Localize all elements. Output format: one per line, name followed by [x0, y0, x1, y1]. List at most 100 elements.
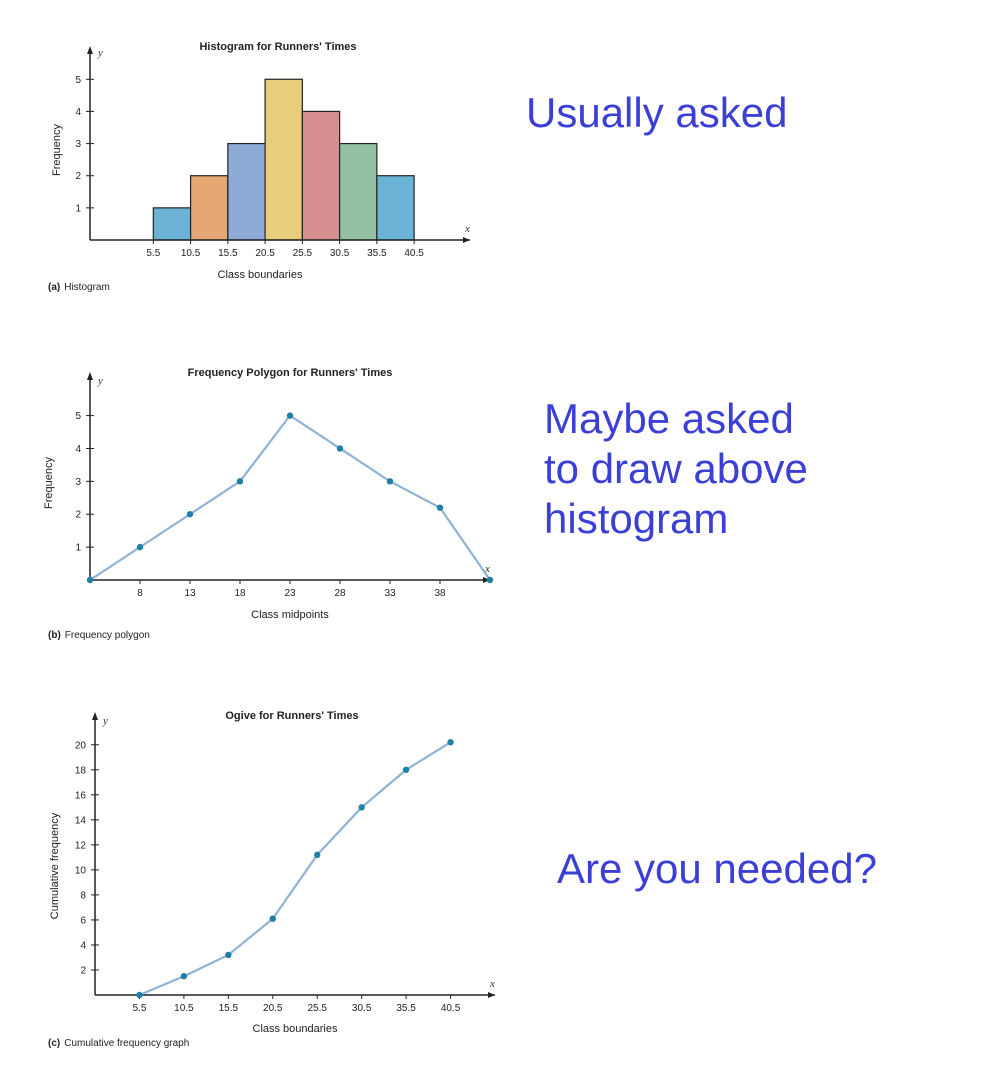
- data-point: [136, 543, 144, 551]
- x-tick-label: 23: [284, 588, 296, 599]
- x-tick-label: 15.5: [219, 1003, 239, 1014]
- data-point: [336, 445, 344, 452]
- x-tick-label: 10.5: [181, 248, 201, 259]
- x-tick-label: 40.5: [404, 248, 424, 259]
- data-point: [436, 504, 444, 511]
- x-tick-label: 15.5: [218, 248, 238, 259]
- note-maybe-asked: Maybe asked to draw above histogram: [544, 395, 808, 542]
- y-tick-label: 1: [75, 543, 81, 554]
- note-are-you-needed: Are you needed?: [557, 845, 877, 892]
- x-tick-label: 40.5: [441, 1003, 461, 1014]
- series-line: [89, 414, 491, 581]
- data-point: [447, 739, 454, 746]
- y-tick-label: 10: [75, 865, 87, 876]
- data-point: [225, 951, 232, 959]
- series-line: [139, 741, 452, 997]
- chart-2: Frequency Polygon for Runners' Times x y 1 2…: [43, 367, 494, 641]
- data-point: [358, 804, 365, 811]
- figure-caption: (b) Frequency polygon: [48, 630, 150, 641]
- data-point: [314, 851, 321, 859]
- caption-text: Histogram: [64, 282, 110, 293]
- chart-1: Histogram for Runners' Times x y 1 2 3 4 5 5.5 10…: [48, 41, 470, 293]
- x-axis-arrow-icon: [488, 992, 495, 998]
- chart-title: Frequency Polygon for Runners' Times: [188, 367, 393, 379]
- caption-letter: (c): [48, 1038, 60, 1049]
- data-point: [286, 412, 294, 419]
- histogram-bar: [376, 175, 415, 241]
- x-tick-label: 5.5: [146, 248, 160, 259]
- x-axis-label: Class boundaries: [218, 269, 303, 281]
- x-tick-label: 30.5: [330, 248, 350, 259]
- y-tick-label: 16: [75, 790, 87, 801]
- y-axis-arrow-icon: [87, 46, 93, 54]
- x-tick-label: 5.5: [132, 1003, 146, 1014]
- y-tick-label: 5: [75, 75, 81, 86]
- x-tick-label: 28: [334, 588, 346, 599]
- y-axis-letter: y: [97, 375, 103, 387]
- y-tick-label: 4: [75, 444, 81, 455]
- histogram-bar: [189, 175, 229, 241]
- y-tick-label: 20: [75, 740, 87, 751]
- y-axis-label: Cumulative frequency: [49, 812, 61, 919]
- figure-caption: (c) Cumulative frequency graph: [48, 1038, 189, 1049]
- x-tick-label: 20.5: [263, 1003, 283, 1014]
- figure-caption: (a) Histogram: [48, 282, 110, 293]
- y-axis-letter: y: [102, 715, 108, 727]
- x-tick-label: 35.5: [396, 1003, 416, 1014]
- caption-text: Cumulative frequency graph: [64, 1038, 189, 1049]
- x-axis-letter: x: [484, 563, 490, 575]
- data-point: [186, 511, 194, 518]
- caption-text: Frequency polygon: [65, 630, 150, 641]
- x-tick-label: 38: [434, 588, 446, 599]
- y-tick-label: 14: [75, 815, 87, 826]
- y-axis-label: Frequency: [51, 124, 63, 176]
- x-tick-label: 13: [184, 588, 196, 599]
- x-tick-label: 18: [234, 588, 246, 599]
- x-axis-label: Class boundaries: [253, 1023, 338, 1035]
- data-point: [136, 991, 143, 999]
- x-tick-label: 30.5: [352, 1003, 372, 1014]
- x-tick-label: 33: [384, 588, 396, 599]
- y-tick-label: 3: [75, 477, 81, 488]
- y-tick-label: 4: [75, 107, 81, 118]
- x-tick-label: 35.5: [367, 248, 387, 259]
- x-tick-label: 25.5: [293, 248, 313, 259]
- y-tick-label: 3: [75, 139, 81, 150]
- histogram-bar: [227, 142, 266, 241]
- chart-title: Ogive for Runners' Times: [225, 710, 358, 722]
- x-axis-arrow-icon: [483, 577, 490, 583]
- data-point: [86, 576, 94, 584]
- y-tick-label: 18: [75, 765, 87, 776]
- x-axis-arrow-icon: [463, 237, 470, 243]
- x-tick-label: 20.5: [255, 248, 275, 259]
- y-tick-label: 6: [80, 915, 86, 926]
- y-axis-arrow-icon: [92, 712, 98, 720]
- y-tick-label: 12: [75, 840, 87, 851]
- data-point: [236, 478, 244, 485]
- y-tick-label: 1: [75, 203, 81, 214]
- y-tick-label: 2: [80, 965, 86, 976]
- x-axis-label: Class midpoints: [251, 609, 329, 621]
- y-tick-label: 2: [75, 510, 81, 521]
- y-tick-label: 2: [75, 171, 81, 182]
- note-usually-asked: Usually asked: [526, 89, 788, 136]
- caption-letter: (a): [48, 282, 60, 293]
- histogram-bar: [339, 142, 378, 241]
- histogram-bar: [301, 110, 341, 241]
- data-point: [386, 478, 394, 485]
- histogram-bar: [264, 78, 303, 241]
- y-tick-label: 4: [80, 940, 86, 951]
- chart-3: Ogive for Runners' Times x y 2 4 6 8 10 12 14 16 18…: [48, 710, 495, 1049]
- caption-letter: (b): [48, 630, 61, 641]
- data-point: [180, 973, 188, 980]
- x-tick-label: 10.5: [174, 1003, 194, 1014]
- y-axis-arrow-icon: [87, 372, 93, 380]
- x-tick-label: 25.5: [307, 1003, 327, 1014]
- data-point: [486, 576, 494, 584]
- histogram-bar: [152, 207, 192, 241]
- x-axis-letter: x: [464, 223, 470, 235]
- x-tick-label: 8: [137, 588, 143, 599]
- y-tick-label: 8: [80, 890, 86, 901]
- data-point: [269, 915, 276, 922]
